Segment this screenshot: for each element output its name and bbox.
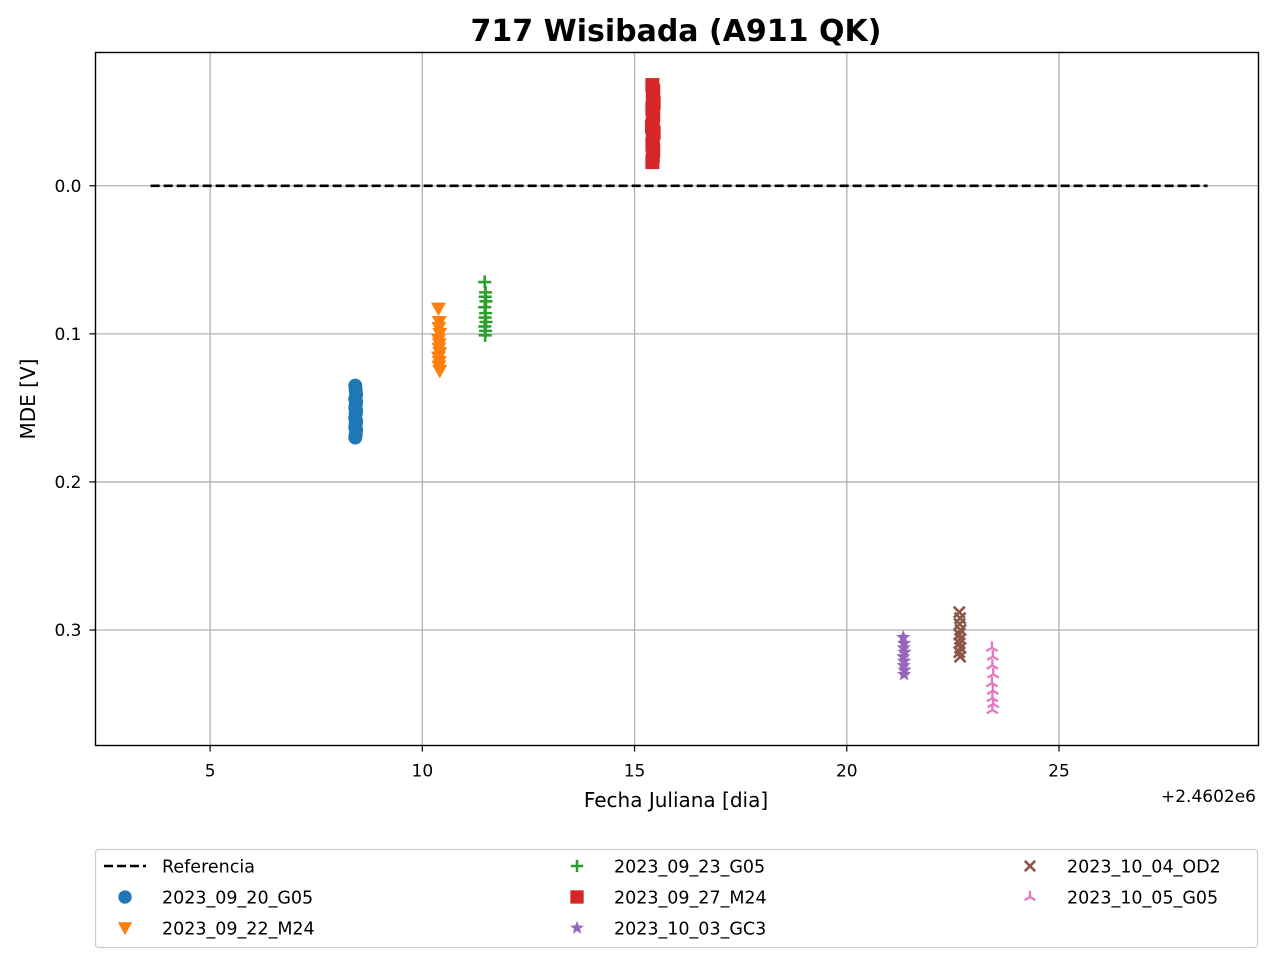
data-point [896, 666, 912, 681]
legend-swatch [1024, 890, 1036, 902]
legend-label: 2023_09_20_G05 [162, 889, 313, 909]
data-point [985, 641, 999, 653]
legend-swatch [118, 890, 132, 904]
legend-label: 2023_09_23_G05 [614, 858, 765, 878]
legend-swatch [570, 920, 584, 934]
data-point [986, 650, 999, 661]
x-tick-label: 15 [624, 762, 646, 782]
data-point [986, 703, 999, 715]
legend-swatch [117, 922, 133, 936]
data-point [952, 645, 966, 659]
chart-title: 717 Wisibada (A911 QK) [471, 14, 882, 49]
y-tick-label: 0.3 [54, 621, 81, 641]
legend-item: 2023_10_04_OD2 [1023, 858, 1221, 878]
legend-label: 2023_10_03_GC3 [614, 920, 766, 940]
x-tick-label: 25 [1048, 762, 1070, 782]
series-2023_09_22_M24 [430, 302, 448, 379]
data-point [432, 364, 448, 379]
series-2023_09_20_G05 [348, 378, 364, 445]
legend-swatch [1023, 859, 1037, 873]
plot-frame [94, 51, 1260, 747]
series-2023_09_23_G05 [478, 275, 493, 342]
x-tick-label: 5 [205, 762, 216, 782]
legend-item: 2023_10_05_G05 [1024, 889, 1218, 909]
data-marks [348, 78, 1000, 715]
legend-item: 2023_09_27_M24 [570, 889, 767, 909]
legend-item: 2023_09_22_M24 [117, 920, 315, 940]
data-point [478, 328, 492, 342]
legend-label: 2023_10_04_OD2 [1067, 858, 1221, 878]
data-point [645, 155, 660, 170]
x-tick-label: 10 [412, 762, 434, 782]
legend: Referencia 2023_09_20_G05 2023_09_22_M24 20… [104, 858, 1221, 940]
data-point [987, 667, 1000, 679]
legend-swatch [570, 859, 584, 873]
data-point [986, 659, 999, 670]
series-2023_10_04_OD2 [952, 605, 967, 664]
x-axis-label: Fecha Juliana [dia] [584, 788, 768, 812]
legend-item: 2023_10_03_GC3 [570, 920, 766, 940]
legend-label: Referencia [162, 858, 255, 878]
data-point [985, 676, 999, 688]
legend-item: 2023_09_20_G05 [118, 889, 313, 909]
data-point [430, 302, 446, 317]
y-tick-label: 0.0 [54, 177, 81, 197]
y-axis-label: MDE [V] [16, 359, 40, 440]
legend-box [94, 848, 1259, 949]
x-tick-label: 20 [836, 762, 858, 782]
y-tick-label: 0.2 [54, 473, 81, 493]
series-2023_10_03_GC3 [896, 629, 912, 681]
series-2023_10_05_G05 [985, 641, 1000, 715]
x-axis-ticks: 5 10 15 20 25 [205, 745, 1070, 782]
y-axis-ticks: 0.0 0.1 0.2 0.3 [54, 177, 96, 641]
x-axis-offset-label: +2.4602e6 [1161, 787, 1256, 807]
data-point [896, 629, 911, 644]
series-2023_09_27_M24 [644, 78, 661, 170]
legend-label: 2023_09_27_M24 [614, 889, 767, 909]
legend-item: 2023_09_23_G05 [570, 858, 765, 878]
legend-label: 2023_10_05_G05 [1067, 889, 1218, 909]
y-tick-label: 0.1 [54, 325, 81, 345]
data-point [953, 650, 967, 664]
legend-label: 2023_09_22_M24 [162, 920, 315, 940]
legend-item: Referencia [104, 858, 255, 878]
data-point [986, 684, 999, 695]
legend-swatch [570, 890, 584, 904]
data-point [348, 430, 363, 445]
data-point [897, 644, 912, 659]
